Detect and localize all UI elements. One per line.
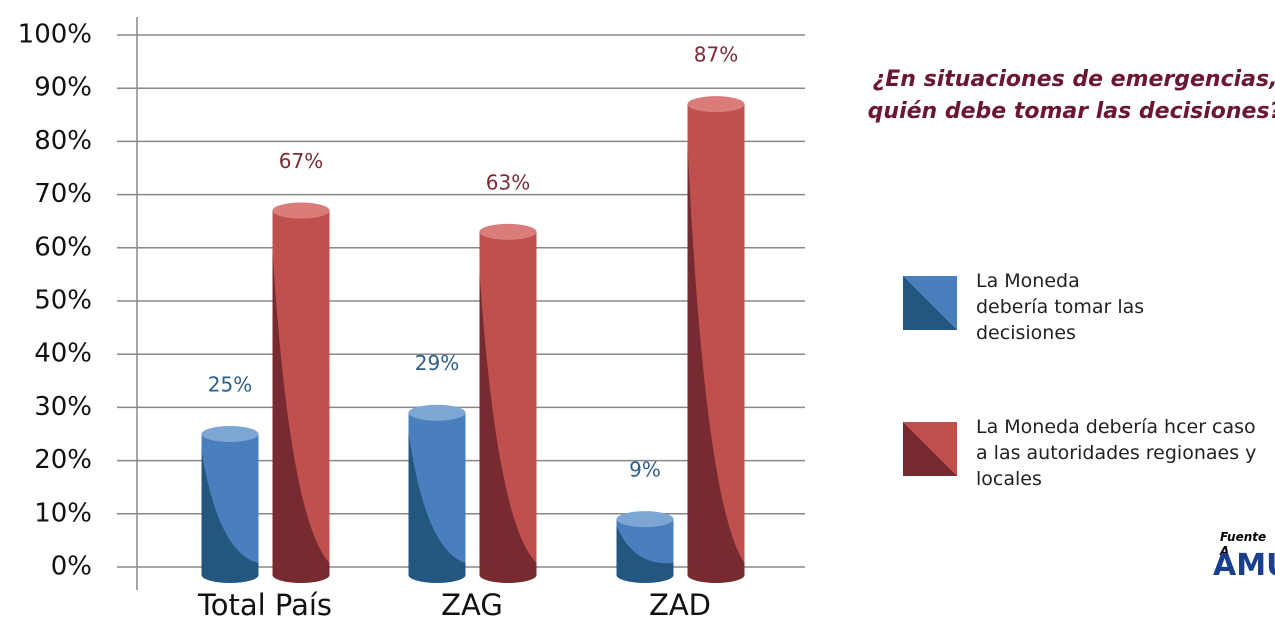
bar-shade	[687, 144, 745, 575]
y-tick-label: 80%	[34, 126, 92, 156]
bar	[479, 223, 537, 583]
bar-shade	[479, 271, 537, 575]
bar	[272, 202, 330, 583]
y-tick-label: 60%	[34, 232, 92, 262]
bar-bottom	[616, 567, 674, 583]
legend-swatch-shade	[903, 276, 957, 330]
bar-bottom	[408, 567, 466, 583]
x-tick-label: ZAG	[441, 588, 503, 622]
x-tick-label: ZAD	[649, 588, 711, 622]
value-label: 9%	[629, 458, 661, 482]
bar-top	[201, 426, 259, 442]
bar-top	[479, 223, 537, 240]
bar-bottom	[201, 567, 259, 583]
legend-swatch-shade	[903, 422, 957, 476]
value-label: 87%	[694, 43, 738, 67]
logo: AMU	[1213, 548, 1275, 583]
bar-shade	[272, 250, 330, 575]
bar-top	[687, 96, 745, 113]
source: Fuente A	[1220, 530, 1267, 558]
y-tick-label: 0%	[51, 552, 92, 582]
y-tick-label: 70%	[34, 179, 92, 209]
value-label: 29%	[415, 351, 459, 375]
value-label: 25%	[208, 373, 252, 397]
y-tick-label: 100%	[18, 20, 92, 50]
y-tick-label: 10%	[34, 498, 92, 528]
bar-bottom	[272, 567, 330, 583]
bar-top	[272, 202, 330, 219]
bar-top	[408, 404, 466, 421]
value-label: 63%	[486, 170, 530, 194]
bar-bottom	[687, 567, 745, 583]
bar-shade	[201, 450, 259, 575]
bar-top	[616, 511, 674, 528]
legend-label: La Moneda debería tomar las decisiones	[976, 270, 1145, 344]
legend-label: La Moneda debería hcer caso a las autori…	[976, 416, 1257, 490]
bar	[616, 511, 674, 583]
chart-title: ¿En situaciones de emergencias, quién de…	[867, 67, 1275, 124]
y-tick-label: 50%	[34, 286, 92, 316]
bar	[687, 96, 745, 583]
bar-shade	[616, 525, 674, 575]
value-label: 67%	[279, 149, 323, 173]
bar	[408, 404, 466, 583]
bar-shade	[408, 432, 466, 575]
y-tick-label: 90%	[34, 73, 92, 103]
bar	[201, 426, 259, 583]
x-tick-label: Total País	[197, 588, 332, 622]
bar-bottom	[479, 567, 537, 583]
y-tick-label: 20%	[34, 445, 92, 475]
y-tick-label: 30%	[34, 392, 92, 422]
y-tick-label: 40%	[34, 339, 92, 369]
